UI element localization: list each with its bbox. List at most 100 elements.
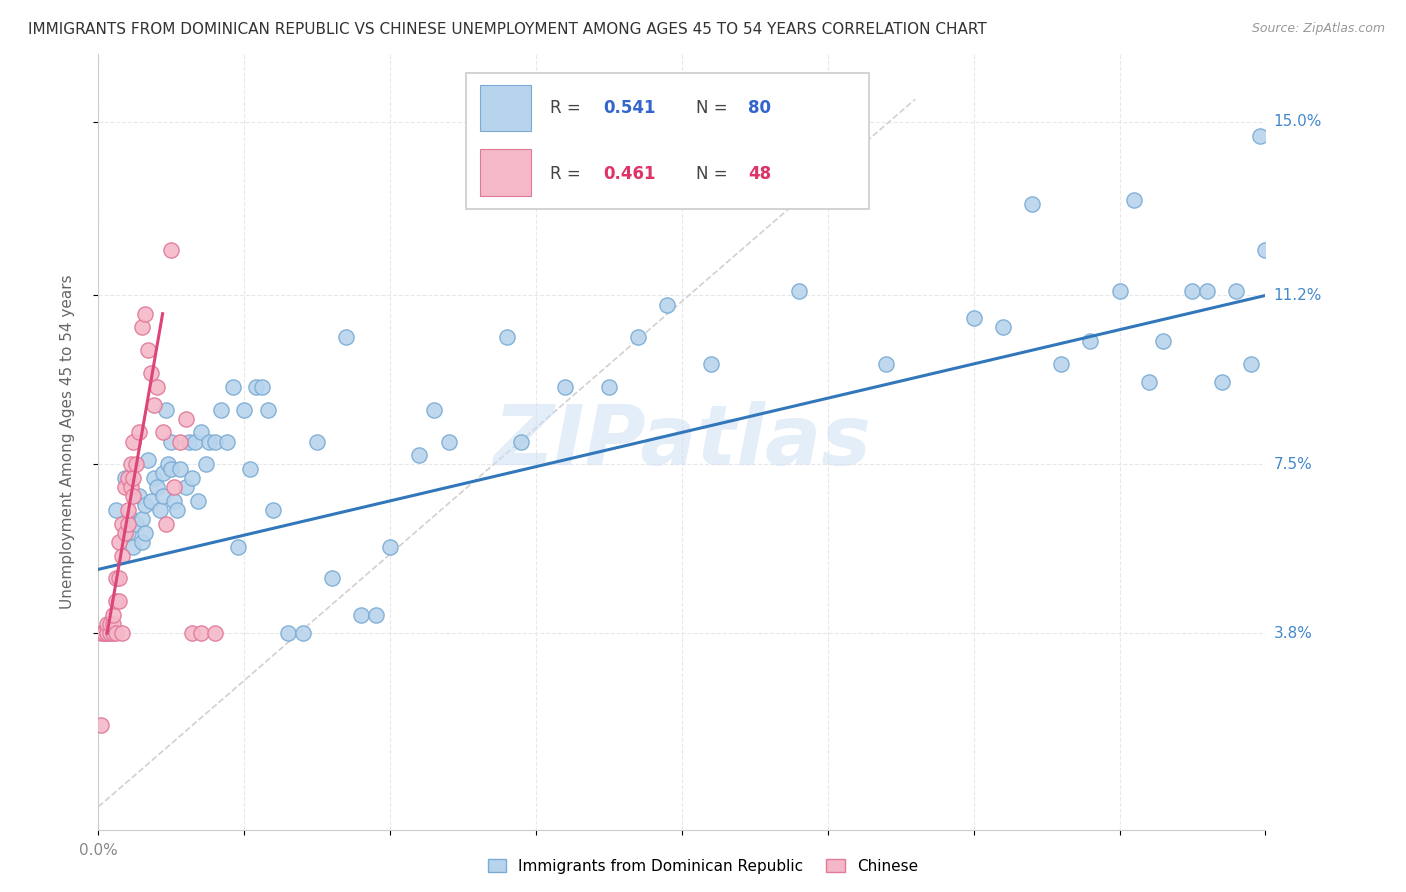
Point bbox=[1108, 284, 1130, 298]
Point bbox=[146, 380, 169, 394]
Text: 15.0%: 15.0% bbox=[1274, 114, 1322, 129]
Point bbox=[1123, 193, 1146, 207]
Point bbox=[101, 607, 124, 622]
Point bbox=[204, 626, 226, 640]
Point bbox=[134, 499, 156, 513]
Point bbox=[1137, 375, 1160, 389]
Point bbox=[131, 320, 153, 334]
Point bbox=[198, 434, 221, 449]
Point bbox=[101, 617, 124, 632]
Text: N =: N = bbox=[696, 165, 733, 183]
Point bbox=[125, 458, 148, 472]
Point bbox=[111, 626, 134, 640]
Point bbox=[1181, 284, 1204, 298]
Point bbox=[598, 380, 620, 394]
Point bbox=[190, 425, 212, 440]
Point bbox=[142, 398, 165, 412]
Point bbox=[177, 434, 200, 449]
Point bbox=[228, 540, 250, 554]
Point bbox=[93, 626, 115, 640]
Point bbox=[93, 626, 115, 640]
Point bbox=[98, 617, 121, 632]
Point bbox=[104, 572, 127, 586]
Point bbox=[169, 434, 191, 449]
Point bbox=[209, 402, 232, 417]
Point bbox=[190, 626, 212, 640]
Point bbox=[962, 311, 984, 326]
Point bbox=[307, 434, 329, 449]
Point bbox=[146, 480, 169, 494]
Point bbox=[174, 480, 197, 494]
Point bbox=[195, 458, 218, 472]
Point bbox=[149, 503, 172, 517]
Point bbox=[117, 503, 139, 517]
Point bbox=[1254, 243, 1277, 257]
Point bbox=[291, 626, 314, 640]
Point bbox=[128, 489, 150, 503]
Point bbox=[101, 626, 124, 640]
Point bbox=[104, 626, 127, 640]
Point bbox=[364, 607, 387, 622]
Point bbox=[136, 452, 159, 467]
Point bbox=[125, 516, 148, 531]
Point bbox=[991, 320, 1014, 334]
Y-axis label: Unemployment Among Ages 45 to 54 years: Unemployment Among Ages 45 to 54 years bbox=[60, 274, 75, 609]
Text: IMMIGRANTS FROM DOMINICAN REPUBLIC VS CHINESE UNEMPLOYMENT AMONG AGES 45 TO 54 Y: IMMIGRANTS FROM DOMINICAN REPUBLIC VS CH… bbox=[28, 22, 987, 37]
Point bbox=[1225, 284, 1247, 298]
Point bbox=[510, 434, 533, 449]
Point bbox=[104, 594, 127, 608]
Point bbox=[114, 471, 136, 485]
Point bbox=[221, 380, 243, 394]
Text: R =: R = bbox=[550, 165, 586, 183]
Text: Source: ZipAtlas.com: Source: ZipAtlas.com bbox=[1251, 22, 1385, 36]
Point bbox=[239, 462, 262, 476]
Point bbox=[1249, 128, 1271, 143]
Point bbox=[114, 525, 136, 540]
Text: 48: 48 bbox=[748, 165, 772, 183]
FancyBboxPatch shape bbox=[479, 149, 531, 195]
Point bbox=[215, 434, 238, 449]
Legend: Immigrants from Dominican Republic, Chinese: Immigrants from Dominican Republic, Chin… bbox=[482, 853, 924, 880]
Text: ZIPatlas: ZIPatlas bbox=[494, 401, 870, 482]
Point bbox=[1211, 375, 1233, 389]
Point bbox=[1240, 357, 1263, 371]
Point bbox=[98, 626, 121, 640]
Point bbox=[408, 448, 430, 462]
Point bbox=[1152, 334, 1174, 348]
Point bbox=[142, 471, 165, 485]
Point bbox=[1195, 284, 1218, 298]
Text: 0.541: 0.541 bbox=[603, 99, 657, 117]
Text: 80: 80 bbox=[748, 99, 772, 117]
Point bbox=[350, 607, 373, 622]
Point bbox=[108, 572, 131, 586]
Point bbox=[134, 307, 156, 321]
Point bbox=[174, 411, 197, 425]
Point bbox=[180, 471, 202, 485]
Point bbox=[423, 402, 446, 417]
Point bbox=[187, 494, 209, 508]
Point bbox=[131, 512, 153, 526]
Point bbox=[122, 471, 145, 485]
Point bbox=[108, 535, 131, 549]
Point bbox=[335, 329, 357, 343]
Point bbox=[152, 425, 174, 440]
Point bbox=[787, 284, 810, 298]
Text: 0.0%: 0.0% bbox=[79, 843, 118, 858]
Point bbox=[111, 516, 134, 531]
Point bbox=[90, 717, 112, 731]
Point bbox=[104, 503, 127, 517]
Point bbox=[245, 380, 267, 394]
Point bbox=[122, 434, 145, 449]
Point bbox=[1021, 197, 1043, 211]
Point bbox=[122, 489, 145, 503]
FancyBboxPatch shape bbox=[479, 85, 531, 131]
Point bbox=[117, 525, 139, 540]
Point bbox=[627, 329, 650, 343]
Point bbox=[136, 343, 159, 358]
Point bbox=[160, 462, 183, 476]
Point bbox=[496, 329, 519, 343]
Point bbox=[131, 535, 153, 549]
Point bbox=[90, 626, 112, 640]
Point bbox=[96, 626, 118, 640]
Point bbox=[554, 380, 576, 394]
